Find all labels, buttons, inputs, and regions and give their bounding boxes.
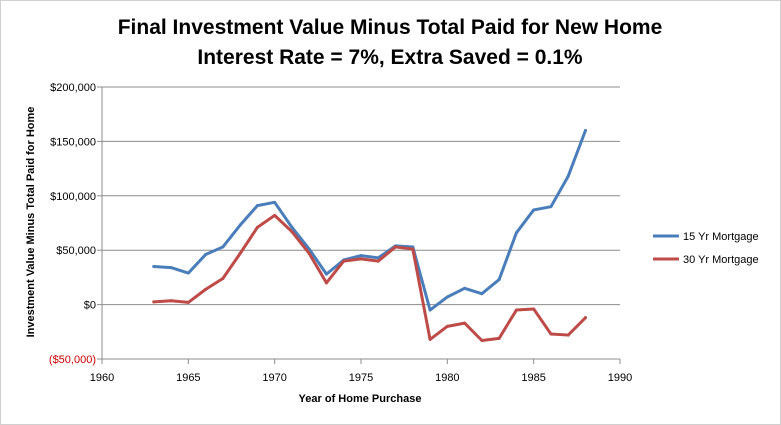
data-point xyxy=(204,287,208,291)
data-point xyxy=(324,272,328,276)
legend: 15 Yr Mortgage 30 Yr Mortgage xyxy=(653,231,759,266)
axes xyxy=(97,86,621,364)
x-tick-label: 1960 xyxy=(90,372,114,384)
data-point xyxy=(359,257,363,261)
data-point xyxy=(273,213,277,217)
data-point xyxy=(255,225,259,229)
y-tick-label: $100,000 xyxy=(50,191,96,203)
data-point xyxy=(549,205,553,209)
data-point xyxy=(290,230,294,234)
data-point xyxy=(169,299,173,303)
data-point xyxy=(497,336,501,340)
y-tick-label: ($50,000) xyxy=(49,354,96,366)
data-point xyxy=(273,200,277,204)
data-point xyxy=(445,324,449,328)
x-axis-label: Year of Home Purchase xyxy=(299,393,422,405)
data-point xyxy=(549,332,553,336)
x-tick-label: 1980 xyxy=(435,372,459,384)
data-point xyxy=(411,247,415,251)
data-point xyxy=(532,208,536,212)
data-point xyxy=(583,129,587,133)
data-point xyxy=(152,265,156,269)
y-tick-label: $150,000 xyxy=(50,136,96,148)
x-tick-label: 1975 xyxy=(349,372,373,384)
data-point xyxy=(497,278,501,282)
y-tick-labels: $200,000 $150,000 $100,000 $50,000 $0 ($50,00… xyxy=(49,82,96,366)
chart-title: Final Investment Value Minus Total Paid … xyxy=(118,16,663,39)
data-point xyxy=(566,333,570,337)
data-point xyxy=(532,307,536,311)
data-point xyxy=(290,225,294,229)
data-point xyxy=(514,231,518,235)
data-point xyxy=(480,339,484,343)
y-tick-label: $50,000 xyxy=(56,245,96,257)
x-tick-label: 1965 xyxy=(176,372,200,384)
y-tick-label: $200,000 xyxy=(50,82,96,94)
chart-subtitle: Interest Rate = 7%, Extra Saved = 0.1% xyxy=(197,46,583,69)
data-point xyxy=(376,259,380,263)
data-point xyxy=(324,281,328,285)
data-point xyxy=(204,253,208,257)
y-axis-label: Investment Value Minus Total Paid for Ho… xyxy=(25,107,37,338)
data-point xyxy=(152,300,156,304)
data-point xyxy=(307,247,311,251)
data-point xyxy=(480,292,484,296)
data-point xyxy=(566,174,570,178)
grid-lines xyxy=(102,86,620,360)
legend-label: 30 Yr Mortgage xyxy=(683,254,759,266)
x-tick-label: 1990 xyxy=(608,372,632,384)
data-point xyxy=(359,254,363,258)
x-tick-labels: 1960 1965 1970 1975 1980 1985 1990 xyxy=(90,372,632,384)
data-point xyxy=(583,316,587,320)
data-point xyxy=(428,337,432,341)
data-point xyxy=(514,308,518,312)
data-point xyxy=(221,276,225,280)
x-tick-label: 1985 xyxy=(521,372,545,384)
data-point xyxy=(169,266,173,270)
data-point xyxy=(221,245,225,249)
data-point xyxy=(342,259,346,263)
data-point xyxy=(445,295,449,299)
data-point xyxy=(186,271,190,275)
y-tick-label: $0 xyxy=(84,300,96,312)
series-line-15-yr xyxy=(152,129,587,312)
x-tick-label: 1970 xyxy=(262,372,286,384)
series-lines xyxy=(152,129,587,343)
series-line-30-yr xyxy=(152,213,587,343)
data-point xyxy=(238,223,242,227)
data-point xyxy=(463,286,467,290)
data-point xyxy=(394,245,398,249)
data-point xyxy=(255,204,259,208)
data-point xyxy=(307,251,311,255)
data-point xyxy=(238,251,242,255)
data-point xyxy=(428,308,432,312)
data-point xyxy=(463,321,467,325)
legend-label: 15 Yr Mortgage xyxy=(683,231,759,243)
data-point xyxy=(186,300,190,304)
